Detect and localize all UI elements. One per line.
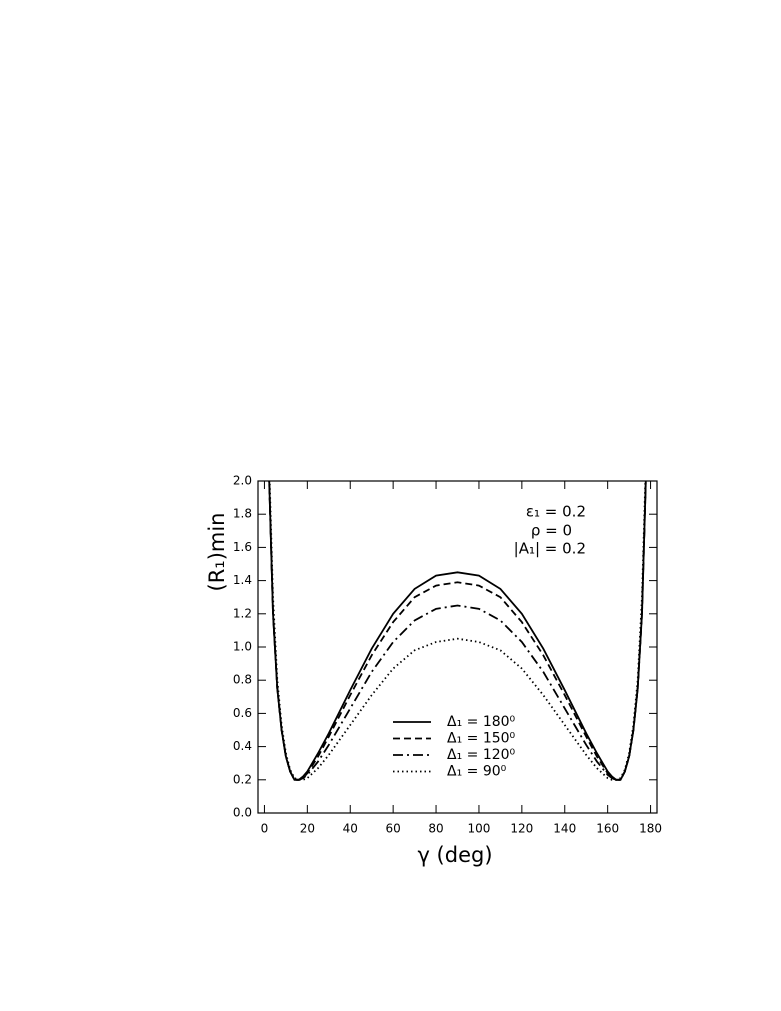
legend-label: Δ₁ = 180⁰ (447, 714, 516, 730)
annotation: ε₁ = 0.2 (526, 503, 586, 521)
x-tick-label: 120 (510, 822, 533, 836)
legend-label: Δ₁ = 90⁰ (447, 764, 507, 780)
x-tick-label: 0 (261, 822, 269, 836)
y-tick-label: 1.2 (233, 606, 252, 620)
legend-label: Δ₁ = 120⁰ (447, 747, 516, 763)
x-axis-label: γ (deg) (417, 843, 492, 867)
x-tick-label: 140 (553, 822, 576, 836)
series-line (268, 481, 647, 781)
x-tick-label: 160 (596, 822, 619, 836)
x-tick-label: 80 (428, 822, 443, 836)
x-tick-label: 20 (300, 822, 315, 836)
y-tick-label: 1.6 (233, 540, 252, 554)
y-tick-label: 2.0 (233, 474, 252, 488)
x-tick-label: 180 (639, 822, 662, 836)
y-tick-label: 1.4 (233, 573, 252, 587)
y-tick-label: 1.8 (233, 507, 252, 521)
annotation: |A₁| = 0.2 (514, 540, 586, 558)
y-tick-label: 0.8 (233, 673, 252, 687)
y-axis-label: (R₁)min (205, 513, 229, 592)
y-tick-label: 0.6 (233, 706, 252, 720)
y-tick-label: 0.2 (233, 772, 252, 786)
x-tick-label: 40 (343, 822, 358, 836)
y-tick-label: 0.0 (233, 806, 252, 820)
legend-label: Δ₁ = 150⁰ (447, 731, 516, 747)
annotation: ρ = 0 (531, 522, 572, 540)
series-line (268, 481, 647, 781)
y-tick-label: 1.0 (233, 640, 252, 654)
x-tick-label: 60 (386, 822, 401, 836)
y-tick-label: 0.4 (233, 739, 252, 753)
plot-lines (268, 481, 647, 781)
x-tick-label: 100 (467, 822, 490, 836)
